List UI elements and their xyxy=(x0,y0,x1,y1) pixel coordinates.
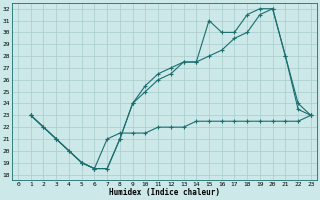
X-axis label: Humidex (Indice chaleur): Humidex (Indice chaleur) xyxy=(109,188,220,197)
